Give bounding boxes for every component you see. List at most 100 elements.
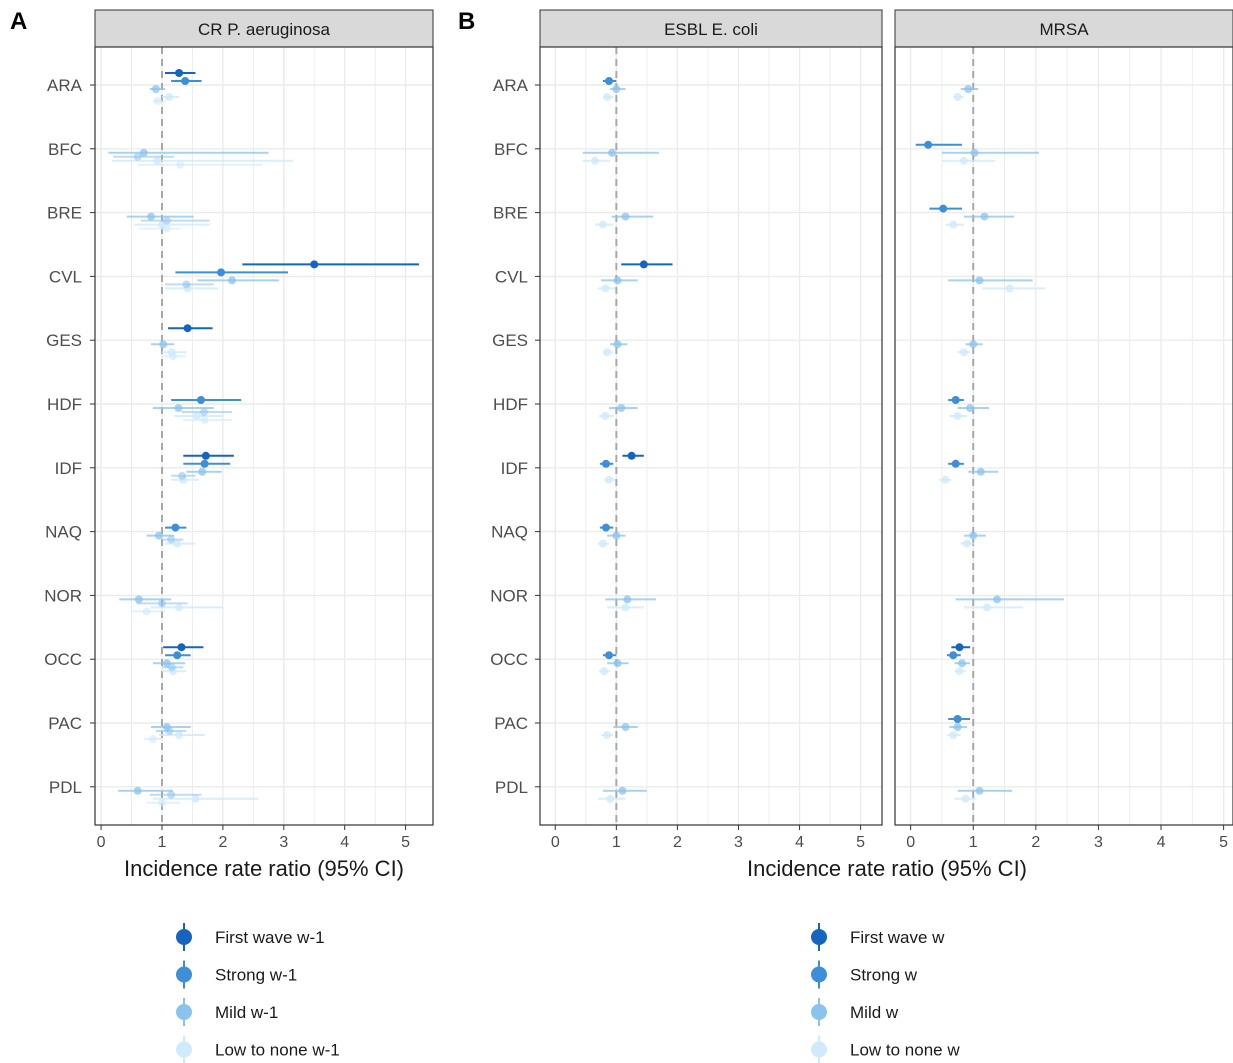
point-estimate: [173, 539, 182, 548]
x-tick-label: 4: [340, 834, 349, 851]
point-estimate: [603, 348, 612, 357]
point-estimate: [310, 260, 319, 269]
point-estimate: [949, 220, 958, 229]
x-tick-label: 1: [158, 834, 167, 851]
point-estimate: [951, 459, 960, 468]
point-estimate: [955, 643, 964, 652]
point-estimate: [617, 404, 626, 412]
point-estimate: [600, 667, 609, 676]
point-estimate: [621, 723, 630, 731]
point-estimate: [183, 324, 192, 333]
point-estimate: [618, 786, 627, 795]
point-estimate: [162, 216, 171, 225]
point-estimate: [601, 284, 610, 293]
point-estimate: [601, 412, 610, 420]
point-estimate: [969, 340, 978, 349]
point-estimate: [953, 412, 962, 420]
point-estimate: [949, 731, 958, 739]
point-estimate: [939, 204, 948, 213]
panel-border: [894, 46, 1233, 826]
x-axis-title: Incidence rate ratio (95% CI): [124, 856, 404, 881]
point-estimate: [601, 459, 610, 468]
point-estimate: [608, 148, 617, 157]
point-estimate: [951, 396, 960, 404]
x-tick-label: 5: [1219, 834, 1228, 851]
point-estimate: [606, 794, 615, 803]
point-estimate: [590, 156, 599, 165]
point-estimate: [983, 603, 992, 612]
point-estimate: [167, 790, 176, 799]
x-tick-label: 0: [906, 834, 915, 851]
facet-strip-label: CR P. aeruginosa: [198, 20, 331, 39]
point-estimate: [134, 595, 143, 604]
point-estimate: [605, 475, 614, 484]
point-estimate: [605, 77, 614, 85]
point-estimate: [162, 224, 171, 233]
y-tick-label: CVL: [495, 267, 528, 286]
y-tick-label: HDF: [493, 395, 528, 414]
y-tick-label: GES: [492, 331, 528, 350]
facet-strip-label: ESBL E. coli: [664, 20, 758, 39]
panel-background: [540, 47, 882, 825]
point-estimate: [957, 659, 966, 668]
y-tick-label: PAC: [48, 714, 82, 733]
legend-label: Mild w-1: [215, 1003, 278, 1022]
point-estimate: [941, 475, 950, 484]
point-estimate: [980, 212, 989, 221]
y-tick-label: IDF: [501, 459, 528, 478]
point-estimate: [200, 416, 209, 424]
legend-label: Strong w-1: [215, 966, 297, 985]
point-estimate: [159, 340, 168, 349]
point-estimate: [142, 607, 151, 616]
legend-label: Low to none w-1: [215, 1041, 340, 1060]
point-estimate: [964, 85, 973, 93]
point-estimate: [613, 276, 622, 285]
point-estimate: [603, 93, 612, 101]
point-estimate: [157, 599, 166, 608]
legend-label: Mild w: [850, 1003, 899, 1022]
point-estimate: [200, 408, 209, 416]
point-estimate: [627, 451, 636, 460]
point-estimate: [613, 659, 622, 668]
x-tick-label: 5: [401, 834, 410, 851]
point-estimate: [959, 348, 968, 357]
point-estimate: [228, 276, 237, 285]
legend-label: Strong w: [850, 966, 918, 985]
panel-letter: A: [10, 8, 27, 35]
y-tick-label: BFC: [48, 140, 82, 159]
x-tick-label: 1: [612, 834, 621, 851]
y-tick-label: NAQ: [45, 523, 82, 542]
point-estimate: [605, 651, 614, 660]
x-axis-title: Incidence rate ratio (95% CI): [747, 856, 1027, 881]
point-estimate: [953, 93, 962, 101]
point-estimate: [970, 148, 979, 157]
point-estimate: [157, 798, 166, 807]
legend-key-point: [811, 1041, 827, 1058]
y-tick-label: BRE: [47, 204, 82, 223]
point-estimate: [153, 156, 162, 165]
y-tick-label: OCC: [44, 650, 82, 669]
y-tick-label: GES: [46, 331, 82, 350]
point-estimate: [175, 69, 184, 77]
x-tick-label: 2: [218, 834, 227, 851]
point-estimate: [966, 404, 975, 412]
y-tick-label: BFC: [494, 140, 528, 159]
y-tick-label: NOR: [490, 586, 528, 605]
y-tick-label: IDF: [55, 459, 82, 478]
panel-border: [94, 46, 434, 826]
y-tick-label: PDL: [49, 778, 82, 797]
point-estimate: [612, 85, 621, 93]
y-tick-label: PDL: [495, 778, 528, 797]
point-estimate: [924, 140, 933, 149]
point-estimate: [623, 595, 632, 604]
y-tick-label: PAC: [494, 714, 528, 733]
point-estimate: [151, 85, 160, 93]
x-tick-label: 2: [673, 834, 682, 851]
x-tick-label: 0: [551, 834, 560, 851]
point-estimate: [201, 451, 210, 460]
point-estimate: [601, 523, 610, 532]
point-estimate: [969, 531, 978, 540]
point-estimate: [139, 148, 148, 157]
point-estimate: [167, 663, 176, 672]
